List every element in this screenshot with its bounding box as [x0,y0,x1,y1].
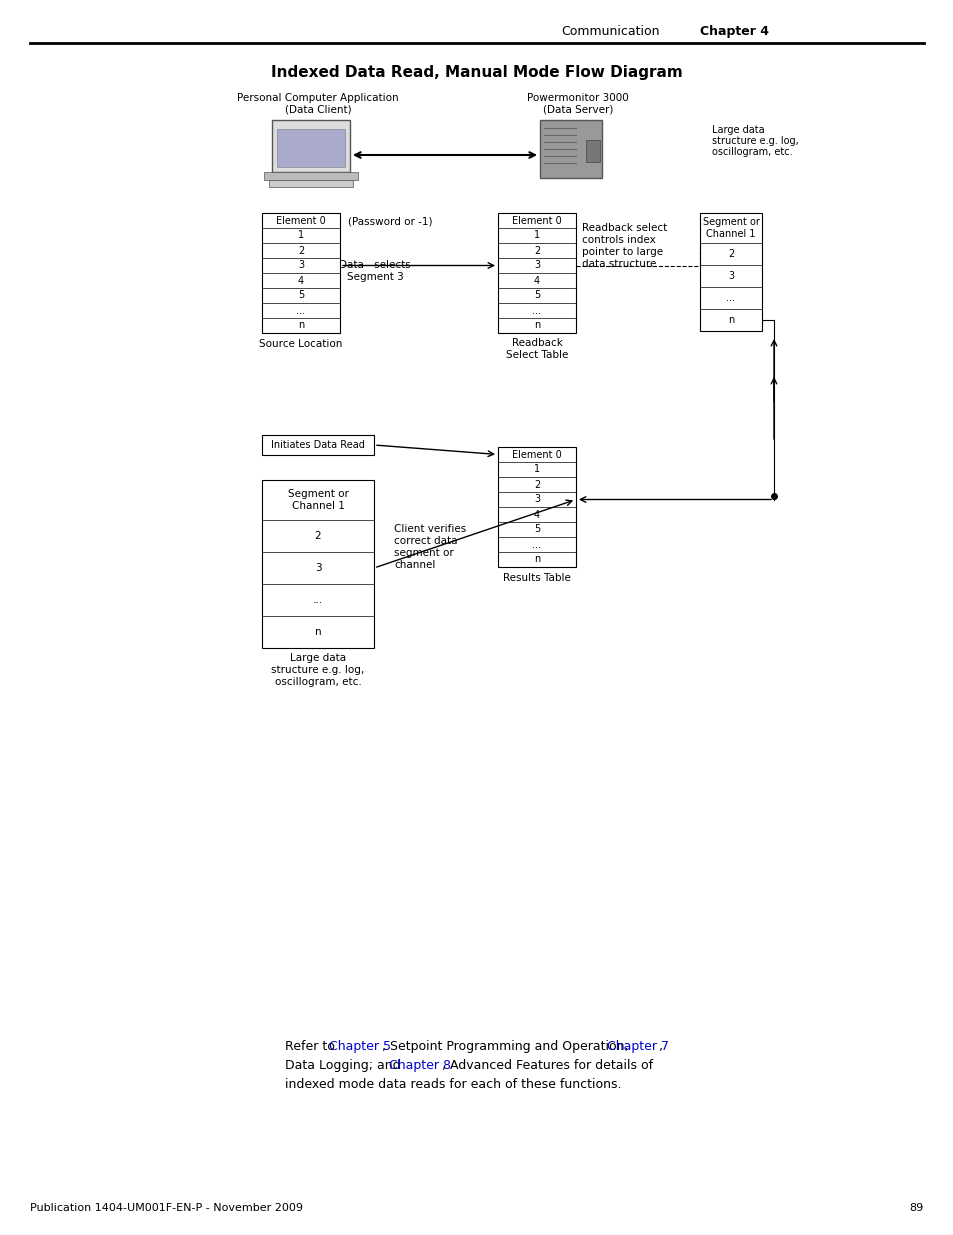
Text: Segment or
Channel 1: Segment or Channel 1 [287,489,348,511]
Text: ...: ... [313,595,323,605]
Text: segment or: segment or [394,548,454,558]
Text: ...: ... [296,305,305,315]
Text: 2: 2 [534,479,539,489]
Text: Large data: Large data [711,125,763,135]
Text: n: n [534,555,539,564]
Text: Readback select: Readback select [581,224,666,233]
Text: Personal Computer Application: Personal Computer Application [237,93,398,103]
Text: structure e.g. log,: structure e.g. log, [711,136,798,146]
Text: 3: 3 [534,494,539,505]
Text: Segment or
Channel 1: Segment or Channel 1 [701,217,759,238]
Bar [262,212,339,333]
Text: indexed mode data reads for each of these functions.: indexed mode data reads for each of thes… [285,1078,620,1091]
Bar [276,128,345,167]
Text: Refer to: Refer to [285,1040,338,1053]
Text: Chapter 5: Chapter 5 [329,1040,391,1053]
Text: Publication 1404-UM001F-EN-P - November 2009: Publication 1404-UM001F-EN-P - November … [30,1203,303,1213]
Text: Communication: Communication [561,25,659,38]
Text: 89: 89 [909,1203,923,1213]
Bar [264,172,357,180]
Text: 3: 3 [297,261,304,270]
Text: ,: , [659,1040,662,1053]
Text: 3: 3 [314,563,321,573]
Text: 2: 2 [314,531,321,541]
Bar [700,212,761,331]
Text: 1: 1 [534,464,539,474]
Text: ...: ... [532,540,541,550]
Text: Initiates Data Read: Initiates Data Read [271,440,365,450]
Text: structure e.g. log,: structure e.g. log, [271,664,364,676]
Bar [262,480,374,648]
Bar [539,120,601,178]
Text: controls index: controls index [581,235,655,245]
Text: ...: ... [726,293,735,303]
Text: n: n [297,321,304,331]
Bar [269,180,353,186]
Text: 2: 2 [727,249,734,259]
Text: 4: 4 [297,275,304,285]
Text: 4: 4 [534,275,539,285]
Text: Large data: Large data [290,653,346,663]
Text: n: n [534,321,539,331]
Text: Chapter 7: Chapter 7 [606,1040,668,1053]
Text: ...: ... [532,305,541,315]
Text: (Data Server): (Data Server) [542,105,613,115]
Text: 1: 1 [297,231,304,241]
Text: data structure: data structure [581,259,656,269]
Text: Segment 3: Segment 3 [346,272,403,282]
Text: 1: 1 [534,231,539,241]
Text: Readback: Readback [511,338,562,348]
Text: 4: 4 [534,510,539,520]
Text: Powermonitor 3000: Powermonitor 3000 [527,93,628,103]
Text: correct data: correct data [394,536,457,546]
Text: oscillogram, etc.: oscillogram, etc. [274,677,361,687]
Text: Element 0: Element 0 [512,450,561,459]
Text: , Advanced Features for details of: , Advanced Features for details of [441,1058,653,1072]
Text: Chapter 4: Chapter 4 [700,25,768,38]
Text: (Password or -1): (Password or -1) [348,217,432,227]
Bar [497,447,576,567]
Text: Chapter 8: Chapter 8 [389,1058,451,1072]
Text: 5: 5 [534,290,539,300]
Text: 3: 3 [534,261,539,270]
Text: 2: 2 [534,246,539,256]
Text: , Setpoint Programming and Operation;: , Setpoint Programming and Operation; [381,1040,632,1053]
Text: channel: channel [394,559,435,569]
Text: pointer to large: pointer to large [581,247,662,257]
Text: n: n [314,627,321,637]
Text: 2: 2 [297,246,304,256]
Text: n: n [727,315,734,325]
Text: oscillogram, etc.: oscillogram, etc. [711,147,792,157]
Text: Data - selects: Data - selects [338,261,411,270]
Text: 5: 5 [534,525,539,535]
Text: Client verifies: Client verifies [394,524,466,534]
Text: Data Logging; and: Data Logging; and [285,1058,404,1072]
Bar [585,140,599,162]
Text: 5: 5 [297,290,304,300]
Text: (Data Client): (Data Client) [284,105,351,115]
Text: Results Table: Results Table [502,573,570,583]
Bar [497,212,576,333]
Text: Element 0: Element 0 [512,215,561,226]
Bar [262,435,374,454]
Text: 3: 3 [727,270,733,282]
Text: Source Location: Source Location [259,338,342,350]
Bar [272,120,350,172]
Text: Indexed Data Read, Manual Mode Flow Diagram: Indexed Data Read, Manual Mode Flow Diag… [271,65,682,80]
Text: Select Table: Select Table [505,350,568,359]
Text: Element 0: Element 0 [275,215,326,226]
